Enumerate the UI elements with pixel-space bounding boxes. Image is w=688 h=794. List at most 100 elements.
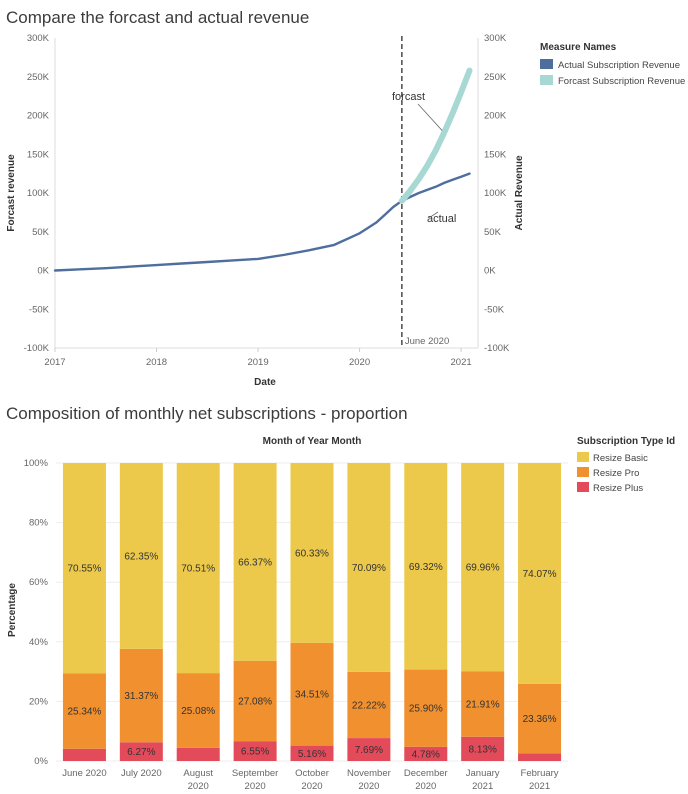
- bar-value-label: 22.22%: [352, 700, 386, 711]
- actual-revenue-line: [53, 172, 471, 272]
- bar-value-label: 69.96%: [466, 563, 500, 574]
- bar-value-label: 4.78%: [412, 749, 440, 760]
- bar-value-label: 5.16%: [298, 749, 326, 760]
- forcast-annotation-pointer: [417, 103, 443, 131]
- forcast-revenue-line: [398, 67, 473, 204]
- x-axis-title: Date: [254, 377, 276, 388]
- y-left-tick-label: -100K: [24, 343, 50, 354]
- y-right-tick-label: 100K: [484, 188, 507, 199]
- x-category-label: June 2020: [62, 768, 106, 779]
- y-axis-title: Percentage: [7, 583, 18, 637]
- bar-segment: [461, 736, 505, 761]
- bar-segment: [233, 741, 277, 761]
- y-right-tick-label: 150K: [484, 149, 507, 160]
- bar-segment: [518, 753, 562, 761]
- bar-value-label: 7.69%: [355, 745, 383, 756]
- bar-segment: [404, 463, 448, 670]
- y-left-tick-label: 100K: [27, 188, 50, 199]
- legend-item-label: Forcast Subscription Revenue: [558, 76, 685, 87]
- legend-item-label: Resize Plus: [593, 483, 643, 494]
- bar-value-label: 70.51%: [181, 564, 215, 575]
- x-category-label: 2020: [301, 781, 322, 792]
- bar-segment: [404, 746, 448, 761]
- y-right-tick-label: 300K: [484, 33, 507, 44]
- bar-segment: [62, 463, 106, 674]
- bar-chart: 0% 20% 40% 60% 80% 100% Month of Year Month Per…: [7, 436, 675, 792]
- x-tick-label: 2017: [44, 357, 65, 368]
- bar-value-label: 6.27%: [127, 747, 155, 758]
- bar-value-label: 6.55%: [241, 747, 269, 758]
- legend-item-label: Resize Pro: [593, 468, 639, 479]
- reference-line-label: June 2020: [405, 336, 449, 347]
- y-left-axis-title: Forcast revenue: [6, 154, 17, 232]
- bar-value-label: 21.91%: [466, 700, 500, 711]
- y-tick-label: 100%: [24, 458, 49, 469]
- legend-item-label: Resize Basic: [593, 453, 648, 464]
- bar-value-label: 70.09%: [352, 563, 386, 574]
- x-category-label: January: [466, 768, 500, 779]
- x-category-label: August: [183, 768, 213, 779]
- x-tick-label: 2020: [349, 357, 370, 368]
- bar-value-label: 69.32%: [409, 562, 443, 573]
- x-category-label: September: [232, 768, 278, 779]
- bar-segment: [290, 745, 334, 761]
- x-category-label: 2020: [245, 781, 266, 792]
- bar-value-label: 25.08%: [181, 706, 215, 717]
- x-category-label: October: [295, 768, 329, 779]
- x-category-label: July 2020: [121, 768, 162, 779]
- bar-value-label: 70.55%: [67, 564, 101, 575]
- y-left-tick-label: -50K: [29, 304, 50, 315]
- bar-segment: [176, 747, 220, 761]
- line-chart: -100K -100K -50K -50K 0K 0K 50K 50K 100K 100K 150K…: [6, 33, 685, 388]
- x-tick-label: 2019: [247, 357, 268, 368]
- x-category-label: 2021: [529, 781, 550, 792]
- line-chart-title: Compare the forcast and actual revenue: [6, 8, 310, 27]
- x-category-label: December: [404, 768, 448, 779]
- legend-swatch: [577, 452, 589, 462]
- legend-swatch: [540, 59, 553, 69]
- legend-swatch: [577, 467, 589, 477]
- x-axis-title: Month of Year Month: [263, 436, 362, 447]
- bar-segment: [119, 648, 163, 743]
- bar-segment: [290, 463, 334, 643]
- bar-value-label: 34.51%: [295, 690, 329, 701]
- y-left-tick-label: 0K: [37, 266, 49, 277]
- y-right-tick-label: -50K: [484, 304, 505, 315]
- legend-title: Measure Names: [540, 42, 617, 53]
- y-right-tick-label: 0K: [484, 266, 496, 277]
- bar-segment: [461, 463, 505, 672]
- bar-segment: [233, 660, 277, 742]
- y-left-tick-label: 200K: [27, 111, 50, 122]
- y-right-tick-label: 50K: [484, 227, 502, 238]
- bar-value-label: 31.37%: [124, 691, 158, 702]
- bar-segment: [404, 669, 448, 747]
- bar-segment: [347, 463, 391, 672]
- bar-value-label: 23.36%: [523, 714, 557, 725]
- x-category-label: November: [347, 768, 391, 779]
- y-right-tick-label: 200K: [484, 111, 507, 122]
- bar-value-label: 25.90%: [409, 704, 443, 715]
- y-left-tick-label: 300K: [27, 33, 50, 44]
- bar-chart-title: Composition of monthly net subscriptions…: [6, 404, 408, 423]
- bar-segment: [176, 673, 220, 748]
- y-left-tick-label: 150K: [27, 149, 50, 160]
- actual-annotation: actual: [427, 213, 456, 225]
- bar-segment: [176, 463, 220, 674]
- bar-value-label: 25.34%: [67, 706, 101, 717]
- bar-segment: [347, 738, 391, 761]
- y-right-axis-title: Actual Revenue: [514, 155, 525, 230]
- y-right-tick-label: 250K: [484, 72, 507, 83]
- legend-swatch: [577, 482, 589, 492]
- y-tick-label: 60%: [29, 577, 49, 588]
- bar-value-label: 8.13%: [468, 744, 496, 755]
- bar-value-label: 27.08%: [238, 697, 272, 708]
- bar-value-label: 62.35%: [124, 551, 158, 562]
- y-left-tick-label: 50K: [32, 227, 50, 238]
- y-tick-label: 0%: [34, 756, 48, 767]
- y-right-tick-label: -100K: [484, 343, 510, 354]
- bar-segment: [119, 742, 163, 761]
- bar-value-label: 60.33%: [295, 548, 329, 559]
- x-category-label: 2020: [415, 781, 436, 792]
- bar-segment: [290, 642, 334, 746]
- forcast-annotation: forcast: [392, 91, 425, 103]
